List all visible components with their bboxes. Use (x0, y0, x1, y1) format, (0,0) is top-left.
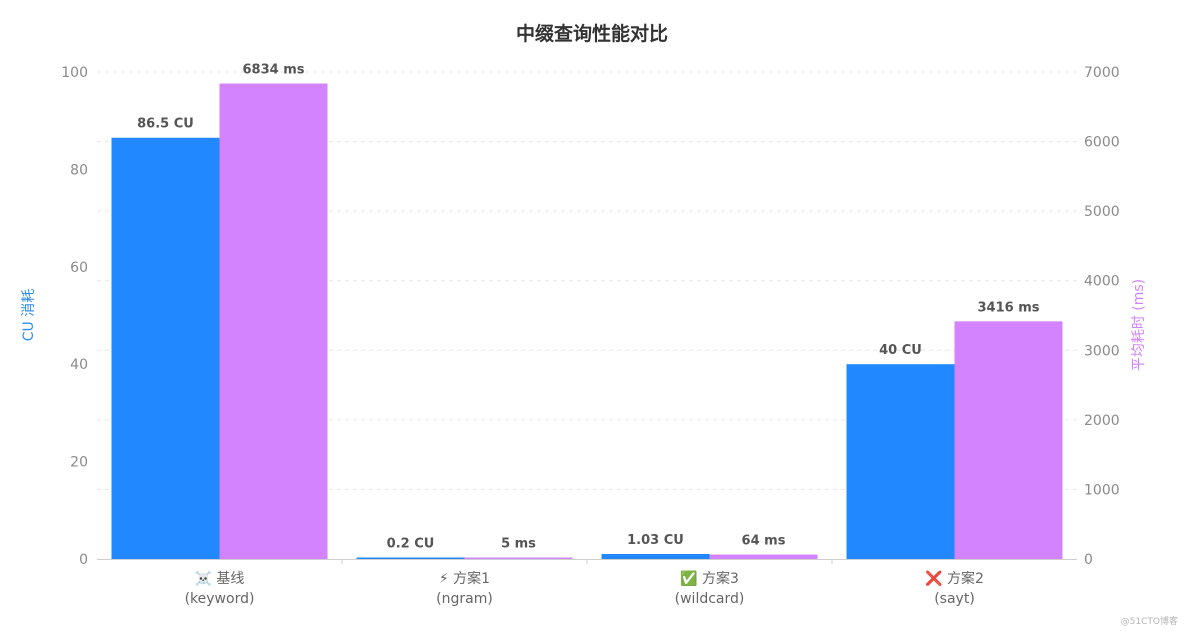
category-sublabel: (wildcard) (675, 591, 745, 607)
data-label: 1.03 CU (627, 533, 684, 548)
watermark: @51CTO博客 (1121, 615, 1178, 627)
y-left-tick-label: 0 (79, 552, 88, 568)
chart-title: 中缀查询性能对比 (516, 22, 668, 45)
category-sublabel: (sayt) (934, 591, 975, 607)
y-right-tick-label: 5000 (1084, 204, 1120, 220)
y-axis-right-label: 平均耗时 (ms) (1131, 279, 1147, 371)
y-left-tick-label: 100 (61, 65, 88, 81)
bar (954, 321, 1063, 559)
y-right-tick-label: 4000 (1084, 274, 1120, 290)
bar (464, 557, 573, 559)
data-label: 5 ms (501, 537, 536, 552)
bars (111, 83, 1063, 559)
bar (111, 137, 220, 559)
data-labels: 86.5 CU 6834 ms 0.2 CU 5 ms 1.03 CU 64 ms 40 C… (137, 63, 1040, 552)
data-label: 64 ms (742, 534, 786, 549)
y-axis-left-label: CU 消耗 (21, 289, 37, 341)
category-sublabel: (keyword) (185, 591, 255, 607)
category-label: ❌ 方案2 (925, 570, 984, 587)
data-label: 0.2 CU (387, 537, 435, 552)
data-label: 86.5 CU (137, 117, 194, 132)
y-right-tick-label: 7000 (1084, 65, 1120, 81)
category-label: ✅ 方案3 (680, 570, 739, 587)
category-label: ⚡ 方案1 (439, 570, 490, 587)
y-left-tick-label: 80 (70, 162, 88, 178)
y-right-tick-label: 3000 (1084, 343, 1120, 359)
y-left-tick-label: 60 (70, 260, 88, 276)
category-labels: ☠️ 基线 (keyword) ⚡ 方案1 (ngram) ✅ 方案3 (wildcard… (185, 570, 984, 607)
bar (709, 554, 818, 559)
bar (846, 364, 955, 559)
category-sublabel: (ngram) (436, 591, 493, 607)
y-right-tick-label: 6000 (1084, 135, 1120, 151)
data-label: 40 CU (879, 343, 922, 358)
data-label: 3416 ms (978, 300, 1040, 315)
bar (356, 557, 465, 559)
axis-ticks: 0 1000 2000 3000 4000 5000 6000 7000 0 20 40 60 80 10… (61, 65, 1119, 568)
y-right-tick-label: 2000 (1084, 413, 1120, 429)
y-right-tick-label: 1000 (1084, 482, 1120, 498)
bar (601, 553, 710, 559)
y-left-tick-label: 20 (70, 455, 88, 471)
y-left-tick-label: 40 (70, 357, 88, 373)
data-label: 6834 ms (243, 63, 305, 78)
bar (219, 83, 328, 559)
y-right-tick-label: 0 (1084, 552, 1093, 568)
category-label: ☠️ 基线 (195, 570, 245, 587)
